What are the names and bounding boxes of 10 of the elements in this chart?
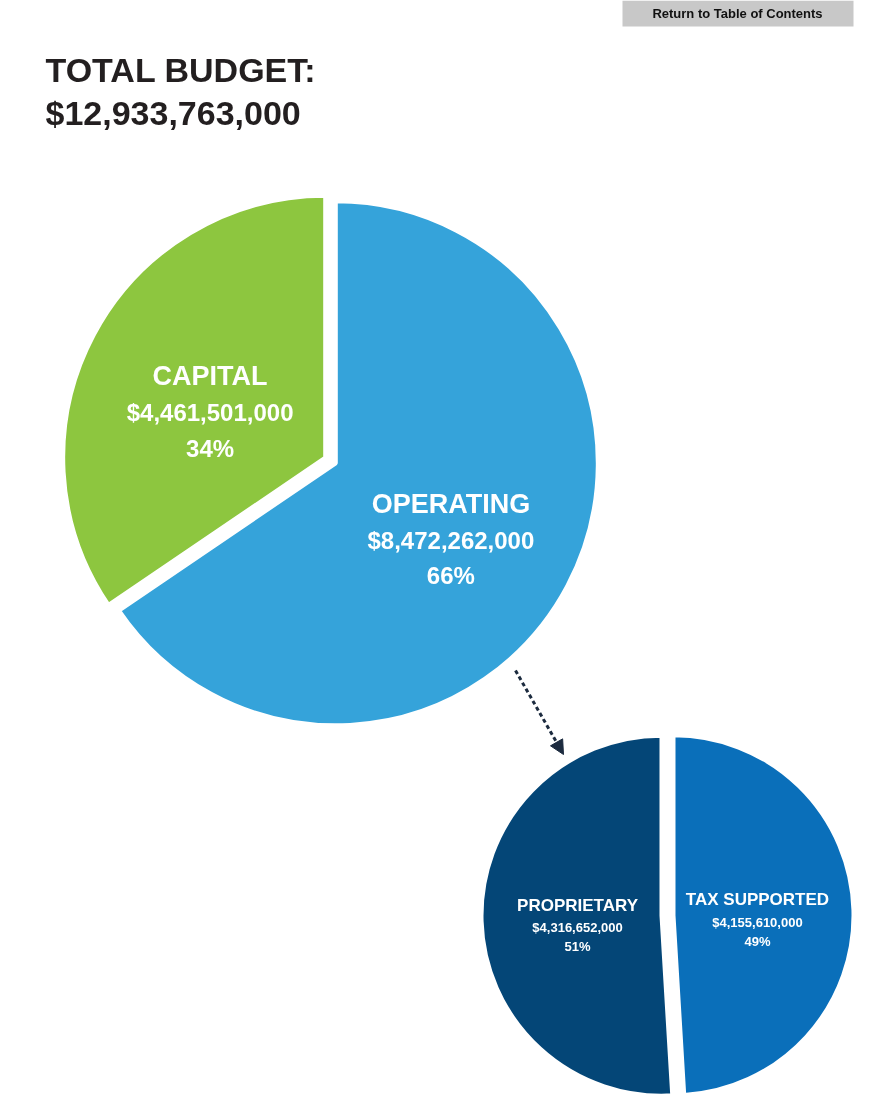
slice-label: PROPRIETARY [517,895,639,915]
slice-label: OPERATING [371,488,531,519]
data-label: $4,316,652,000 51% [532,919,623,955]
data-label: $4,155,610,000 49% [712,914,803,950]
data-label: $4,461,501,000 34% [126,399,294,462]
slice-label: TAX SUPPORTED [685,890,830,910]
chart-title: TOTAL BUDGET: $12,933,763,000 [45,50,316,133]
text: Return to Table of Contents [652,6,823,21]
slice-label: CAPITAL [152,361,268,392]
data-label: $8,472,262,000 66% [367,526,535,590]
